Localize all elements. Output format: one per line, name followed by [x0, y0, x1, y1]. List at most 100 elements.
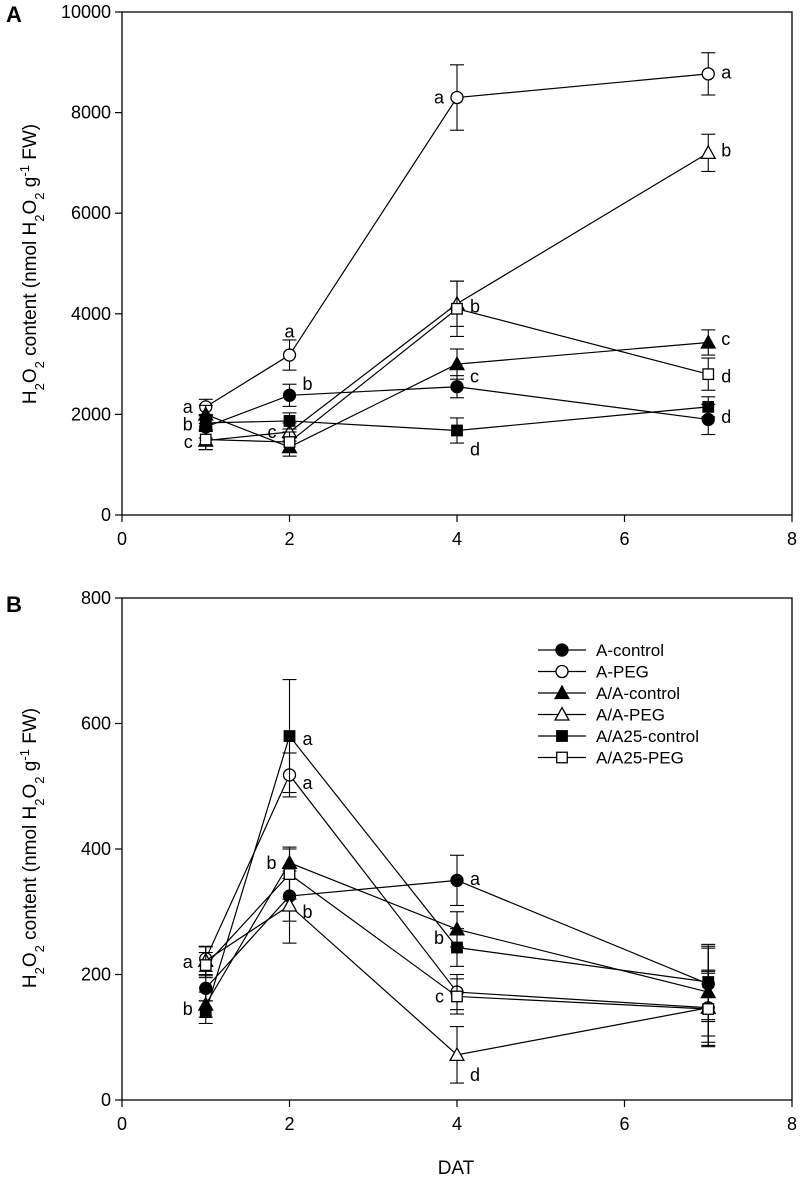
data-point	[700, 144, 717, 160]
data-point	[199, 1006, 212, 1019]
data-point	[702, 1003, 715, 1015]
significance-letter: d	[470, 440, 480, 460]
data-point	[281, 897, 298, 912]
y-tick-label: 800	[81, 588, 111, 608]
legend-item-a-control: A-control	[538, 641, 664, 660]
data-point	[199, 433, 212, 446]
significance-letter: b	[183, 999, 193, 1019]
data-point	[701, 67, 715, 81]
series-line	[205, 873, 709, 1010]
series-a-a25-control	[198, 396, 716, 444]
y-axis-title-panel-a: H2O2 content (nmol H2O2 g-1 FW)	[17, 124, 47, 404]
x-tick-label: 0	[117, 1114, 127, 1134]
plot-frame-panel-b	[121, 597, 793, 1101]
data-point	[450, 873, 464, 888]
legend-item-a-a-peg: A/A-PEG	[538, 706, 665, 725]
significance-letter: d	[470, 1065, 480, 1085]
x-tick-label: 2	[284, 1114, 294, 1134]
significance-letter: c	[470, 367, 479, 387]
x-tick-label: 0	[117, 529, 127, 549]
x-tick-label: 6	[619, 529, 629, 549]
legend-item-a-peg: A-PEG	[538, 663, 649, 682]
series-line	[205, 904, 709, 1056]
y-tick-label: 8000	[71, 103, 111, 123]
significance-letter: b	[434, 928, 444, 948]
legend-item-a-a-control: A/A-control	[538, 684, 680, 703]
data-point	[448, 355, 466, 371]
data-point	[450, 380, 464, 394]
significance-letter: d	[721, 367, 731, 387]
y-tick-label: 10000	[61, 2, 111, 22]
data-point	[702, 368, 715, 381]
panel-a-plot: 0 2 4 6 80200040006000800010000abcabcabcdabc…	[61, 2, 797, 549]
legend-label: A-control	[596, 641, 664, 660]
series-line	[205, 879, 709, 989]
significance-letter: a	[470, 869, 481, 889]
significance-letter: a	[434, 88, 445, 108]
legend-label: A/A25-PEG	[596, 749, 684, 768]
y-tick-label: 0	[101, 505, 111, 525]
series-line	[205, 152, 709, 442]
legend-item-a-a25-control: A/A25-control	[538, 727, 699, 746]
data-point	[283, 436, 296, 448]
significance-letter: a	[721, 62, 732, 82]
legend-marker	[555, 643, 569, 657]
significance-letter: c	[721, 329, 730, 349]
legend-marker	[553, 706, 571, 721]
series-line	[205, 773, 709, 1009]
significance-letter: a	[183, 397, 194, 417]
panel-b-plot: 0 2 4 6 8 0 200 400 600 800 a b a a b b a b c d A-control A-P…	[81, 588, 797, 1134]
significance-letter: a	[303, 729, 314, 749]
significance-letter: b	[266, 853, 276, 873]
x-tick-label: 8	[787, 529, 797, 549]
legend-marker	[556, 751, 568, 764]
significance-letter: c	[435, 986, 444, 1006]
series-a-a25-peg	[198, 848, 716, 1048]
data-point	[702, 400, 715, 413]
y-tick-label: 6000	[71, 203, 111, 223]
data-point	[451, 302, 463, 315]
data-point	[451, 424, 463, 437]
data-point	[282, 348, 297, 362]
x-tick-label: 2	[284, 529, 294, 549]
legend-label: A/A-PEG	[596, 706, 665, 725]
legend-label: A/A-control	[596, 684, 680, 703]
legend-marker	[553, 684, 571, 700]
data-point	[282, 388, 297, 402]
x-tick-label: 6	[619, 1114, 629, 1134]
y-tick-label: 2000	[71, 404, 111, 424]
legend-item-a-a25-peg: A/A25-PEG	[538, 749, 684, 768]
panel-label-b: B	[6, 592, 22, 617]
series-line	[205, 386, 709, 428]
legend-label: A/A25-control	[596, 727, 699, 746]
data-point	[283, 730, 296, 742]
y-tick-label: 600	[81, 714, 111, 734]
data-point	[283, 868, 296, 880]
x-axis-title: DAT	[438, 1158, 475, 1179]
data-point	[448, 1046, 466, 1061]
significance-letter: b	[303, 374, 313, 394]
data-point	[451, 990, 463, 1003]
series-line	[205, 341, 709, 448]
series-line	[205, 73, 709, 408]
data-point	[451, 941, 463, 954]
y-tick-label: 200	[81, 965, 111, 985]
x-tick-label: 8	[787, 1114, 797, 1134]
x-tick-label: 4	[452, 1114, 462, 1134]
y-tick-label: 4000	[71, 304, 111, 324]
data-point	[700, 334, 717, 349]
legend-label: A-PEG	[596, 663, 649, 682]
significance-letter: b	[470, 296, 480, 316]
significance-letter: b	[303, 902, 313, 922]
significance-letter: a	[183, 952, 194, 972]
series-line	[205, 308, 709, 443]
series-line	[205, 406, 709, 432]
significance-letter: b	[183, 414, 193, 434]
y-axis-title-panel-b: H2O2 content (nmol H2O2 g-1 FW)	[17, 708, 47, 988]
significance-letter: a	[303, 773, 314, 793]
x-tick-label: 4	[452, 529, 462, 549]
legend: A-control A-PEG A/A-control A/A-PEG A/A25-co…	[538, 641, 699, 768]
panel-label-a: A	[6, 2, 22, 27]
legend-marker	[556, 730, 568, 742]
